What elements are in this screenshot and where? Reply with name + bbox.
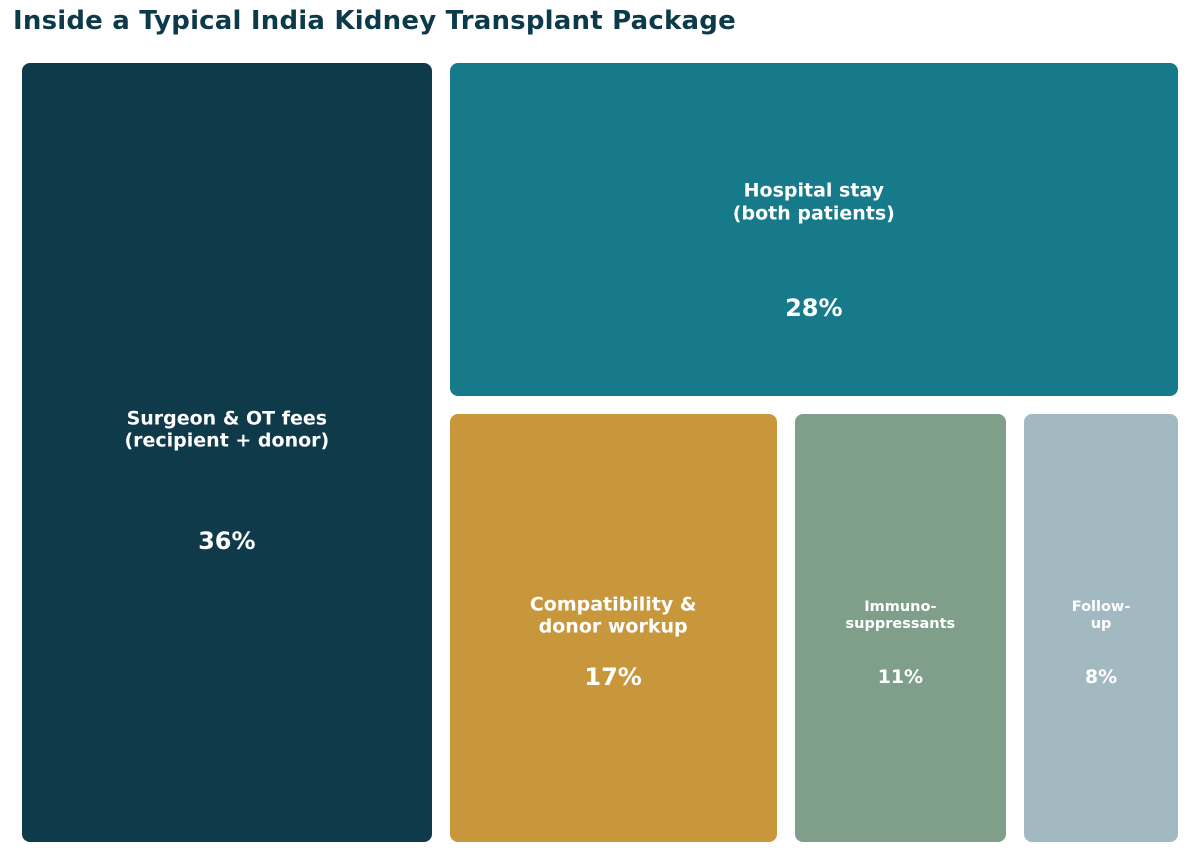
treemap-tile-immuno: Immuno- suppressants 11% [794, 413, 1007, 842]
treemap-tile-compatibility: Compatibility & donor workup 17% [449, 413, 777, 842]
tile-value: 36% [198, 527, 256, 556]
tile-label: Follow- up [1071, 598, 1131, 632]
tile-value: 17% [584, 662, 642, 691]
tile-value: 28% [785, 293, 843, 322]
tile-value: 8% [1084, 665, 1118, 688]
tile-label: Compatibility & donor workup [529, 593, 697, 638]
chart-title: Inside a Typical India Kidney Transplant… [13, 6, 736, 36]
tile-value: 11% [877, 665, 924, 688]
tile-label: Surgeon & OT fees (recipient + donor) [124, 407, 330, 452]
treemap-tile-hospital-stay: Hospital stay (both patients) 28% [449, 63, 1178, 396]
treemap-tile-follow: Follow- up 8% [1024, 413, 1178, 842]
tile-label: Immuno- suppressants [845, 598, 956, 632]
treemap-tile-surgeon-ot-fees: Surgeon & OT fees (recipient + donor) 36% [22, 63, 432, 842]
tile-label: Hospital stay (both patients) [732, 179, 895, 225]
